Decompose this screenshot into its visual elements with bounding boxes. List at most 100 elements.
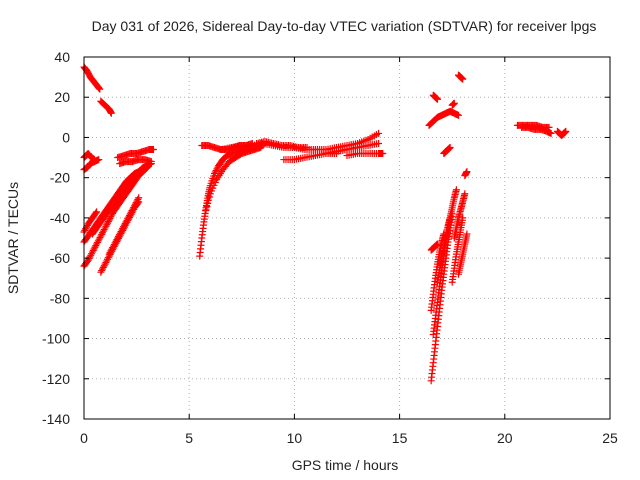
data-point [147,160,155,168]
data-point [99,265,107,273]
data-point [119,224,127,232]
data-point [202,206,210,214]
data-point [99,227,107,235]
y-tick-label: -80 [50,290,70,306]
data-point [132,199,140,207]
y-tick-label: 0 [62,129,70,145]
x-tick-label: 10 [287,430,303,446]
data-point [213,165,221,173]
data-point [455,111,463,119]
data-point [205,196,213,204]
x-axis-label: GPS time / hours [292,457,399,473]
data-point [212,166,220,174]
data-point [97,268,105,276]
data-point [547,129,555,137]
data-point [115,232,123,240]
data-point [125,211,133,219]
data-series-arc-1 [80,63,104,93]
data-point [104,255,112,263]
data-point [130,202,138,210]
data-layer [80,63,570,385]
data-point [114,234,122,242]
data-point [433,240,441,248]
data-point [446,214,454,222]
data-point [111,239,119,247]
data-point [124,215,132,223]
data-point [88,248,96,256]
data-point [142,164,150,172]
data-point [463,168,471,176]
data-point [107,213,115,221]
data-series-arc-31 [429,91,441,103]
data-point [95,84,103,92]
data-point [127,208,135,216]
data-point [131,200,139,208]
data-point [117,228,125,236]
data-point [211,168,219,176]
data-series-arc-28 [455,230,471,278]
chart-title: Day 031 of 2026, Sidereal Day-to-day VTE… [92,18,597,34]
data-point [92,209,100,217]
data-point [433,95,441,103]
y-tick-label: 20 [54,89,70,105]
data-point [95,84,103,92]
data-point [130,172,138,180]
data-point [105,250,113,258]
data-series-arc-33 [440,144,454,158]
data-point [446,144,454,151]
data-point [120,223,128,231]
data-point [121,220,129,228]
data-point [102,222,110,230]
data-point [118,226,126,234]
data-point [110,240,118,248]
data-point [143,164,151,172]
data-point [122,218,130,226]
x-tick-label: 20 [497,430,513,446]
data-point [103,221,111,229]
data-series-arc-37 [518,123,555,137]
x-tick-label: 25 [602,430,618,446]
y-axis-label: SDTVAR / TECUs [5,182,21,294]
data-point [99,263,107,271]
data-point [203,203,211,211]
data-point [105,216,113,224]
data-point [100,226,108,234]
y-tick-label: -40 [50,210,70,226]
data-point [96,85,104,93]
data-point [125,213,133,221]
y-tick-label: -120 [42,371,70,387]
data-point [108,245,116,253]
data-point [86,253,94,261]
data-series-arc-6 [116,156,155,168]
data-point [104,219,112,227]
data-point [123,216,131,224]
data-point [91,243,99,251]
data-series-arc-21 [343,150,387,160]
data-point [130,172,138,180]
data-point [98,230,106,238]
data-point [102,259,110,267]
data-point [94,237,102,245]
data-series-arc-38 [553,127,570,139]
data-point [101,224,109,232]
y-tick-label: -20 [50,170,70,186]
data-series-arc-30 [448,99,458,109]
data-point [109,242,117,250]
x-tick-label: 15 [392,430,408,446]
data-point [108,211,116,219]
data-series-arc-35 [427,240,441,254]
data-point [82,225,90,233]
data-point [128,207,136,215]
data-point [90,245,98,253]
plot-frame [83,56,611,420]
data-series-arc-32 [455,71,467,83]
data-point [375,139,383,147]
y-tick-label: -60 [50,250,70,266]
data-point [133,197,141,205]
tick-layer: 0 5 10 15 20 25 40 20 0 -20 -40 -60 -80 -100 -120 -140 [42,49,618,446]
data-point [134,195,142,203]
data-point [459,75,467,83]
data-point [99,229,107,237]
data-point [210,170,218,178]
data-point [115,231,123,239]
